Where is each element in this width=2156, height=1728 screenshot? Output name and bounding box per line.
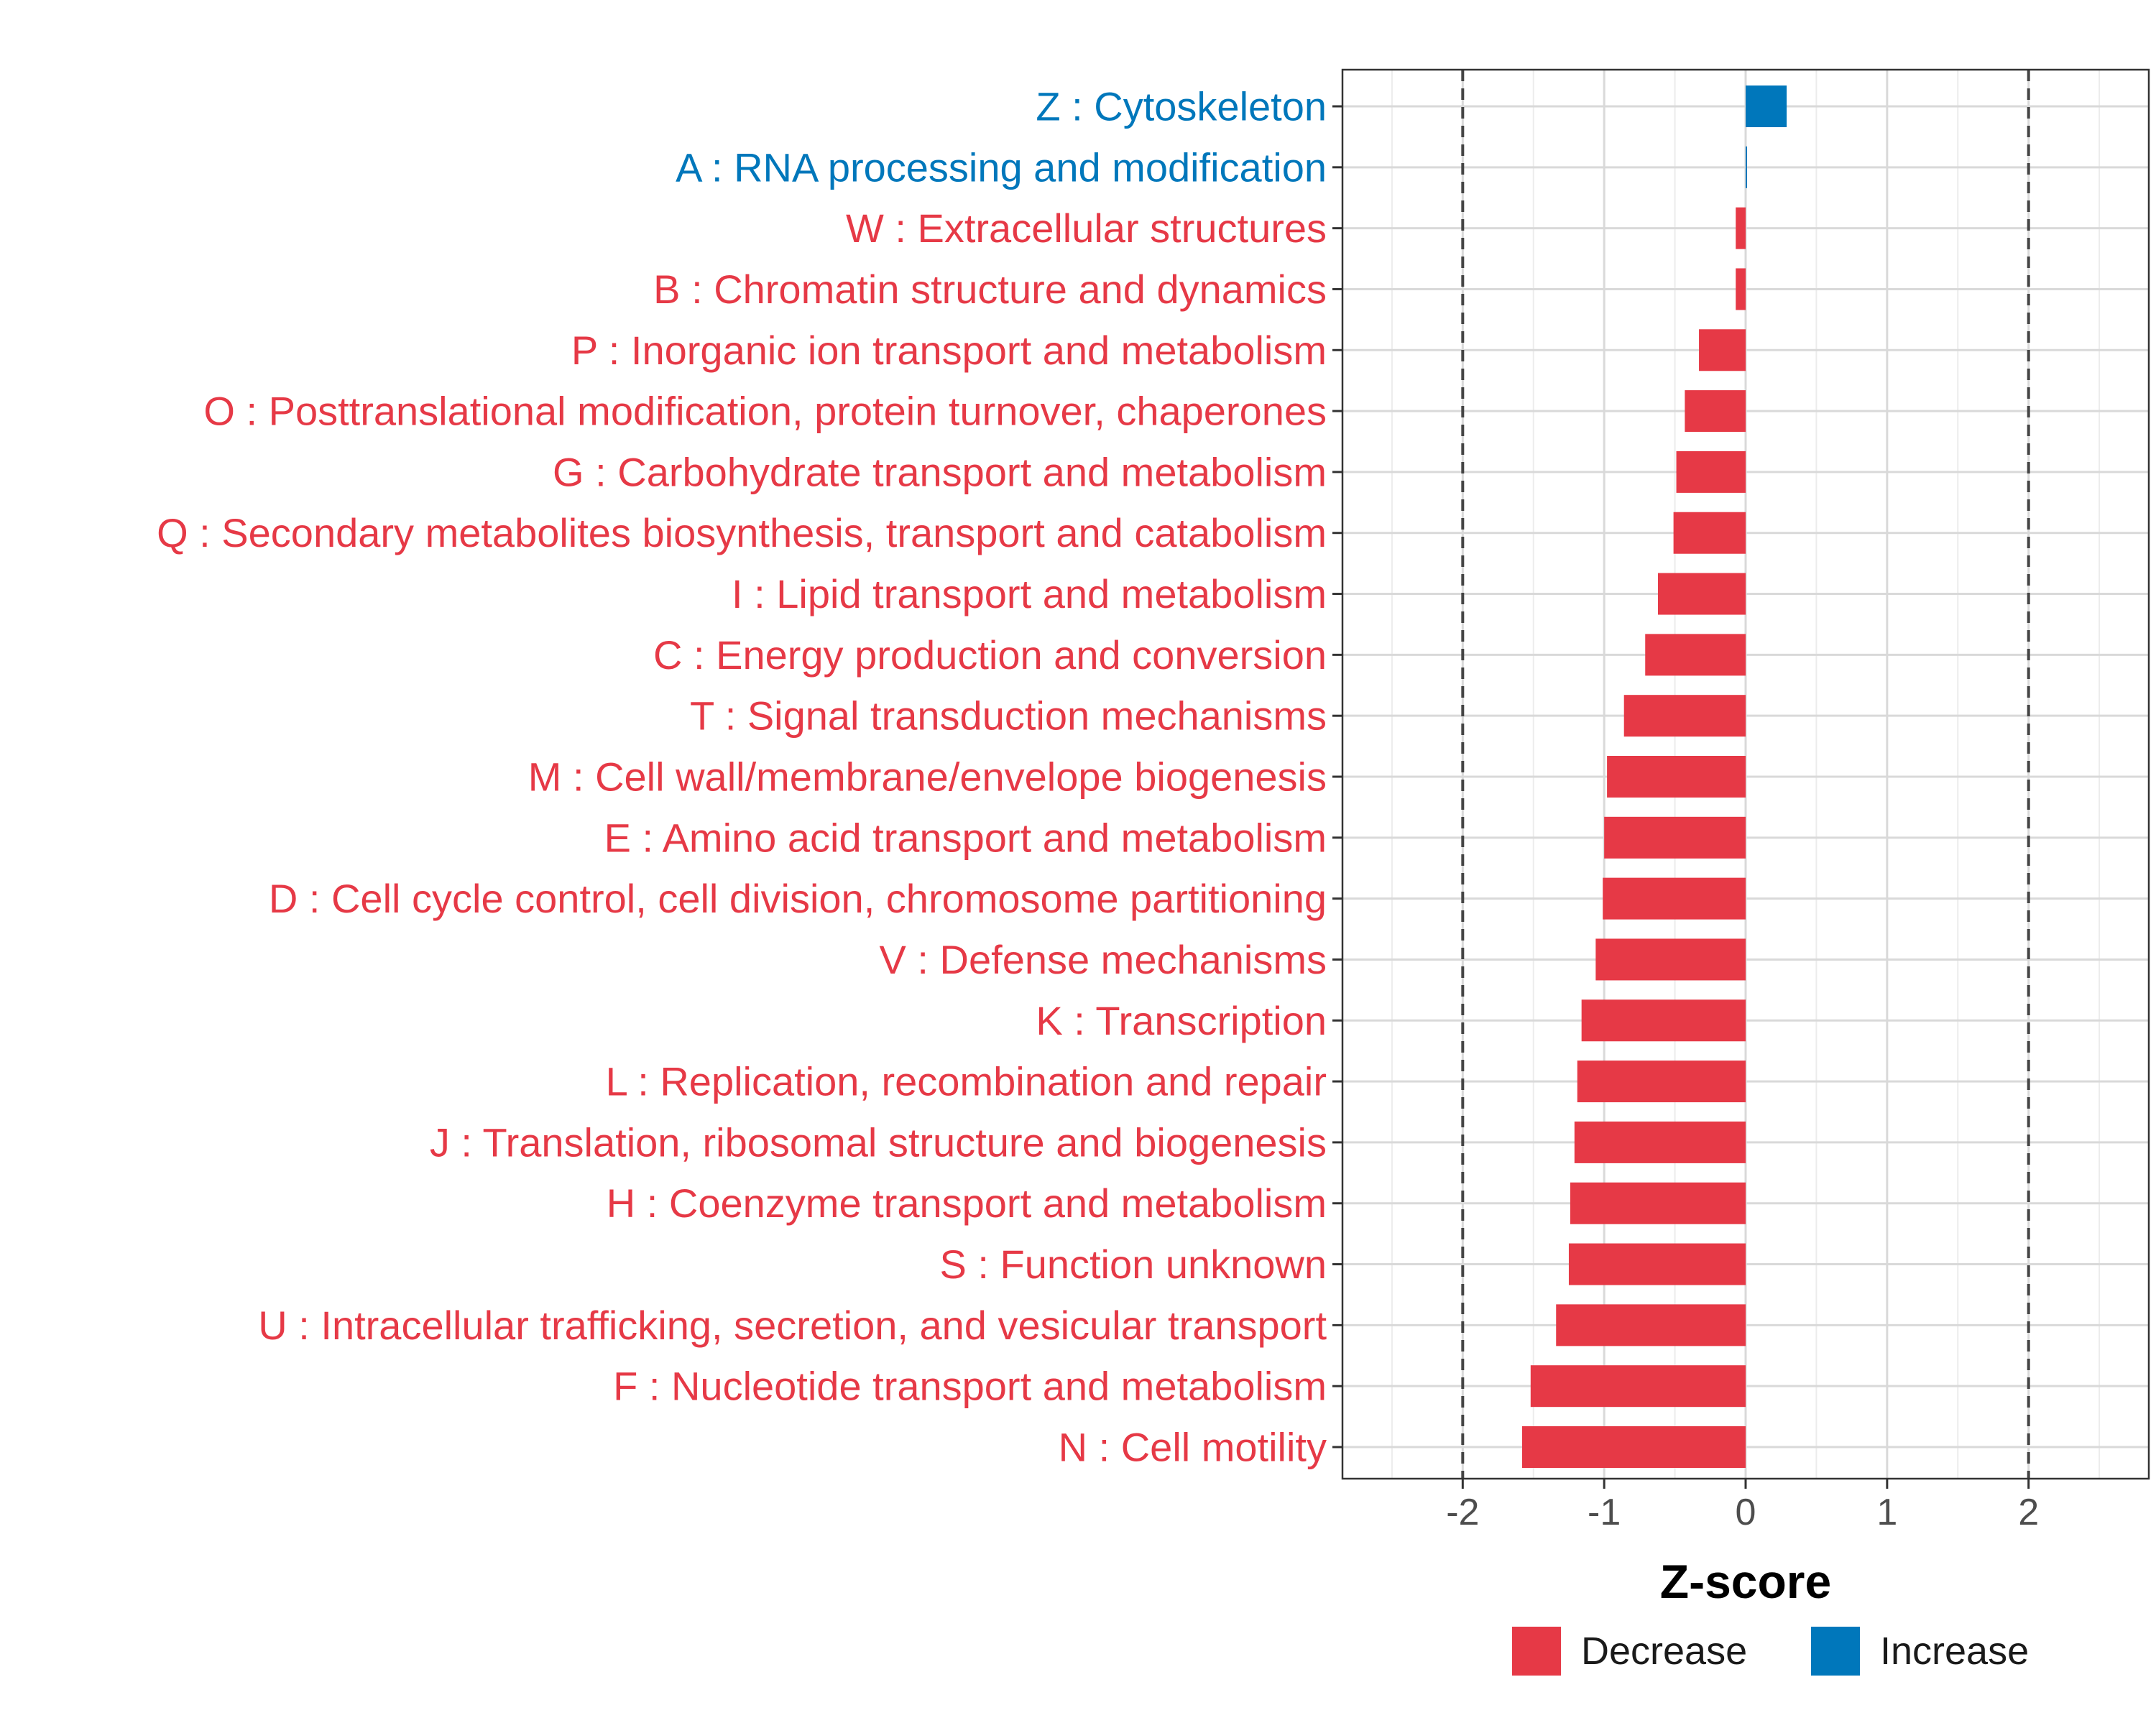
bar bbox=[1673, 512, 1746, 554]
bar bbox=[1607, 756, 1746, 798]
bar bbox=[1530, 1365, 1746, 1408]
bar bbox=[1657, 573, 1746, 615]
bar bbox=[1574, 1121, 1746, 1163]
category-label: W : Extracellular structures bbox=[846, 205, 1327, 251]
category-label: T : Signal transduction mechanisms bbox=[690, 693, 1327, 739]
bar bbox=[1623, 695, 1746, 737]
legend-label-decrease: Decrease bbox=[1581, 1630, 1747, 1673]
bar bbox=[1736, 268, 1746, 310]
category-label: H : Coenzyme transport and metabolism bbox=[607, 1181, 1327, 1226]
bar bbox=[1570, 1182, 1746, 1224]
category-label: U : Intracellular trafficking, secretion… bbox=[258, 1303, 1327, 1348]
bar bbox=[1556, 1304, 1746, 1346]
bar bbox=[1746, 86, 1787, 127]
category-label: P : Inorganic ion transport and metaboli… bbox=[571, 328, 1327, 373]
bar bbox=[1603, 877, 1746, 920]
bar bbox=[1685, 390, 1746, 433]
bar bbox=[1595, 938, 1746, 981]
bar bbox=[1746, 146, 1747, 188]
y-ticks bbox=[1332, 105, 1342, 1449]
bars bbox=[1521, 86, 1787, 1468]
category-label: E : Amino acid transport and metabolism bbox=[604, 815, 1327, 860]
category-label: C : Energy production and conversion bbox=[653, 632, 1327, 678]
legend: Decrease Increase bbox=[1512, 1627, 2029, 1676]
bar bbox=[1568, 1243, 1746, 1285]
x-tick-label: 0 bbox=[1736, 1492, 1756, 1533]
category-label: D : Cell cycle control, cell division, c… bbox=[269, 876, 1327, 921]
bar bbox=[1736, 207, 1746, 249]
category-label: I : Lipid transport and metabolism bbox=[732, 571, 1327, 616]
legend-key-decrease bbox=[1512, 1627, 1561, 1676]
category-label: J : Translation, ribosomal structure and… bbox=[430, 1119, 1327, 1165]
category-labels: Z : Cytoskeleton A : RNA processing and m… bbox=[157, 84, 1327, 1470]
x-tick-label: 1 bbox=[1876, 1492, 1897, 1533]
bar bbox=[1645, 634, 1746, 676]
category-label: F : Nucleotide transport and metabolism bbox=[613, 1364, 1327, 1409]
category-label: S : Function unknown bbox=[939, 1242, 1327, 1287]
bar bbox=[1581, 999, 1746, 1042]
category-label: G : Carbohydrate transport and metabolis… bbox=[553, 449, 1327, 494]
category-label: B : Chromatin structure and dynamics bbox=[653, 267, 1327, 312]
x-tick-label: -1 bbox=[1588, 1492, 1621, 1533]
category-label: V : Defense mechanisms bbox=[880, 937, 1327, 982]
category-label: Q : Secondary metabolites biosynthesis, … bbox=[157, 510, 1327, 555]
x-tick-label: 2 bbox=[2018, 1492, 2039, 1533]
category-label: O : Posttranslational modification, prot… bbox=[203, 389, 1327, 434]
category-label: M : Cell wall/membrane/envelope biogenes… bbox=[528, 754, 1327, 800]
bar bbox=[1676, 451, 1746, 493]
bar bbox=[1577, 1061, 1746, 1103]
x-ticks: -2 -1 0 1 2 bbox=[1446, 1479, 2039, 1533]
bar bbox=[1604, 816, 1746, 859]
x-axis-title: Z-score bbox=[1660, 1555, 1831, 1608]
category-label: A : RNA processing and modification bbox=[676, 144, 1327, 190]
reference-lines bbox=[1461, 70, 2030, 1479]
x-tick-label: -2 bbox=[1446, 1492, 1479, 1533]
bar bbox=[1521, 1426, 1746, 1468]
category-label: N : Cell motility bbox=[1059, 1425, 1327, 1470]
category-label: Z : Cytoskeleton bbox=[1036, 84, 1327, 129]
category-label: K : Transcription bbox=[1036, 998, 1327, 1043]
category-label: L : Replication, recombination and repai… bbox=[606, 1059, 1327, 1104]
legend-key-increase bbox=[1811, 1627, 1860, 1676]
legend-label-increase: Increase bbox=[1880, 1630, 2029, 1673]
bar bbox=[1699, 329, 1746, 371]
